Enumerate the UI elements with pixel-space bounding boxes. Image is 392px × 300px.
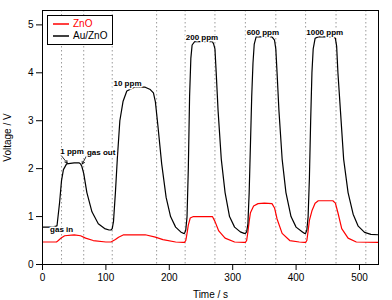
svg-text:200: 200 — [161, 272, 178, 283]
html-text:ZnO: ZnO — [73, 18, 93, 29]
svg-text:1000 ppm: 1000 ppm — [306, 28, 343, 37]
svg-text:100: 100 — [98, 272, 115, 283]
svg-text:0: 0 — [40, 272, 46, 283]
svg-text:0: 0 — [28, 259, 34, 270]
svg-text:Voltage / V: Voltage / V — [2, 113, 13, 162]
svg-text:1 ppm: 1 ppm — [60, 147, 84, 156]
svg-text:gas out: gas out — [87, 148, 116, 157]
svg-text:1: 1 — [28, 211, 34, 222]
svg-text:Time / s: Time / s — [193, 289, 228, 300]
svg-text:10 ppm: 10 ppm — [114, 79, 142, 88]
html-text:Au/ZnO: Au/ZnO — [73, 30, 108, 41]
svg-text:2: 2 — [28, 163, 34, 174]
svg-text:600 ppm: 600 ppm — [247, 28, 279, 37]
svg-text:4: 4 — [28, 67, 34, 78]
svg-text:500: 500 — [351, 272, 368, 283]
svg-text:gas in: gas in — [50, 225, 73, 234]
svg-text:400: 400 — [288, 272, 305, 283]
svg-text:5: 5 — [28, 19, 34, 30]
svg-text:200 ppm: 200 ppm — [186, 33, 218, 42]
svg-text:300: 300 — [224, 272, 241, 283]
svg-text:3: 3 — [28, 115, 34, 126]
